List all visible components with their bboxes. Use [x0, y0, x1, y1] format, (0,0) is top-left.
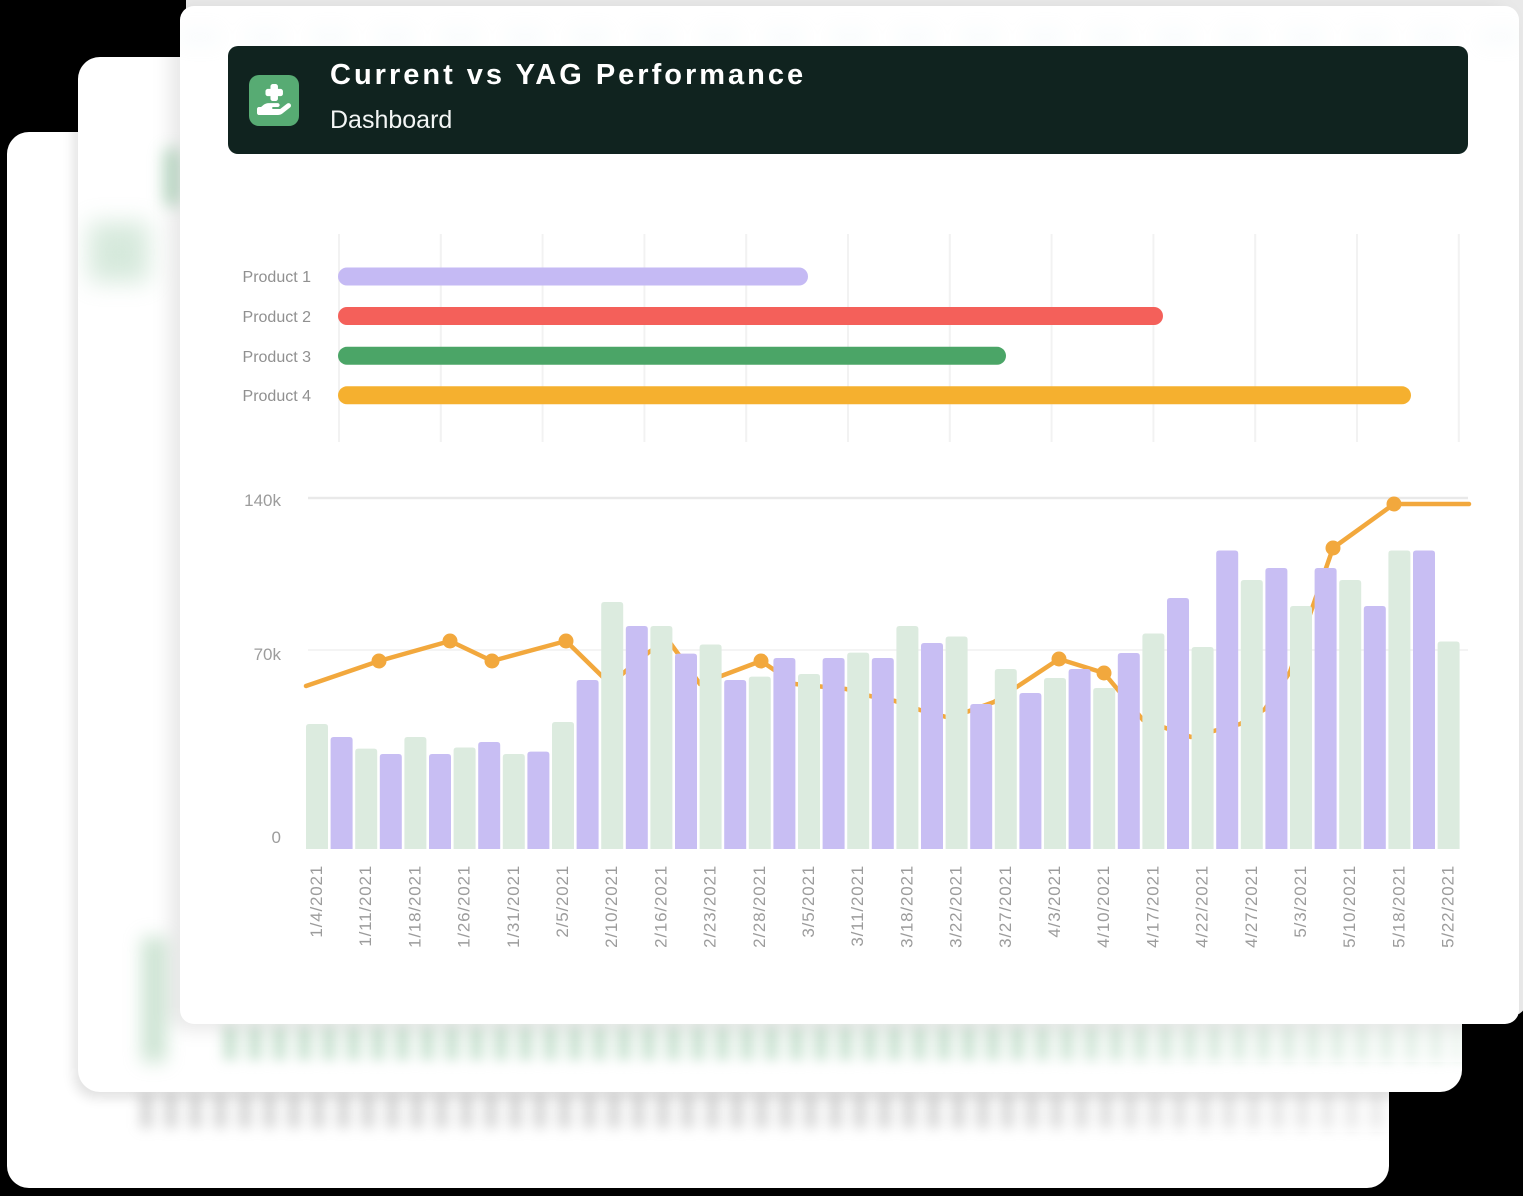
- svg-text:4/10/2021: 4/10/2021: [1094, 865, 1113, 948]
- svg-text:1/4/2021: 1/4/2021: [307, 865, 326, 938]
- svg-text:70k: 70k: [254, 645, 282, 664]
- svg-text:4/3/2021: 4/3/2021: [1045, 865, 1064, 938]
- svg-text:5/22/2021: 5/22/2021: [1439, 865, 1458, 948]
- svg-text:3/5/2021: 3/5/2021: [799, 865, 818, 938]
- svg-text:0: 0: [272, 828, 281, 847]
- svg-text:Product 1: Product 1: [243, 269, 312, 286]
- svg-text:140k: 140k: [244, 491, 281, 510]
- svg-text:1/18/2021: 1/18/2021: [405, 865, 424, 948]
- svg-text:Product 2: Product 2: [243, 309, 312, 326]
- svg-text:Product 4: Product 4: [243, 388, 312, 405]
- svg-text:2/23/2021: 2/23/2021: [701, 865, 720, 948]
- svg-text:1/11/2021: 1/11/2021: [356, 865, 375, 947]
- svg-text:3/27/2021: 3/27/2021: [996, 865, 1015, 948]
- svg-text:Product 3: Product 3: [243, 349, 312, 366]
- svg-text:2/5/2021: 2/5/2021: [553, 865, 572, 938]
- svg-text:5/3/2021: 5/3/2021: [1291, 865, 1310, 938]
- svg-text:4/22/2021: 4/22/2021: [1193, 865, 1212, 948]
- svg-text:2/28/2021: 2/28/2021: [750, 865, 769, 948]
- svg-text:1/26/2021: 1/26/2021: [455, 865, 474, 948]
- svg-text:2/10/2021: 2/10/2021: [602, 865, 621, 948]
- svg-text:4/27/2021: 4/27/2021: [1242, 865, 1261, 948]
- svg-text:3/22/2021: 3/22/2021: [947, 865, 966, 948]
- svg-text:5/18/2021: 5/18/2021: [1389, 865, 1408, 948]
- svg-text:4/17/2021: 4/17/2021: [1143, 865, 1162, 948]
- svg-text:1/31/2021: 1/31/2021: [504, 865, 523, 948]
- svg-text:5/10/2021: 5/10/2021: [1340, 865, 1359, 948]
- svg-text:3/11/2021: 3/11/2021: [848, 865, 867, 947]
- svg-text:3/18/2021: 3/18/2021: [897, 865, 916, 948]
- svg-text:2/16/2021: 2/16/2021: [651, 865, 670, 948]
